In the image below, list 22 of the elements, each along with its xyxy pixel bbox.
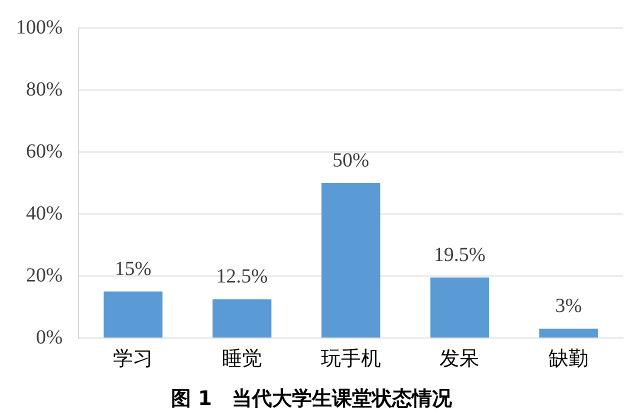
y-tick-label: 40%	[26, 202, 63, 224]
y-tick-label: 20%	[26, 264, 63, 286]
data-label: 15%	[114, 258, 152, 280]
data-label: 50%	[332, 149, 370, 172]
data-label: 3%	[555, 294, 582, 317]
x-tick-label: 玩手机	[320, 346, 381, 370]
data-label: 12.5%	[216, 266, 268, 288]
data-label: 19.5%	[434, 244, 486, 266]
bar	[321, 183, 380, 338]
bar	[104, 292, 162, 338]
bar	[430, 278, 490, 338]
text: 图 1 当代大学生课堂状态情况	[171, 386, 453, 410]
x-tick-label: 学习	[113, 346, 154, 370]
y-tick-label: 80%	[26, 78, 63, 100]
x-tick-label: 发呆	[440, 346, 480, 370]
x-tick-label: 缺勤	[548, 346, 589, 370]
y-tick-label: 100%	[16, 16, 63, 38]
x-tick-label: 睡觉	[222, 346, 262, 370]
y-tick-label: 0%	[36, 326, 63, 348]
y-tick-label: 60%	[26, 140, 63, 162]
bar	[539, 328, 598, 338]
bar	[212, 299, 272, 338]
